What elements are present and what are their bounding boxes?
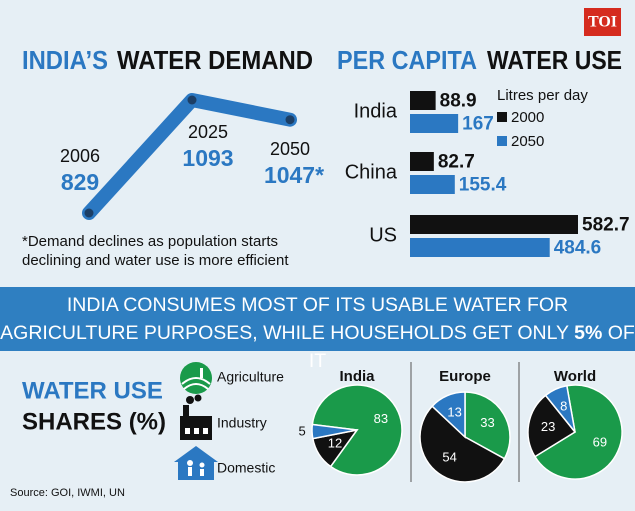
legend-swatch xyxy=(497,136,507,146)
legend-swatch xyxy=(497,112,507,122)
value-label: 1047* xyxy=(264,162,324,188)
pie-slice xyxy=(431,391,466,439)
line-title-a: INDIA’S xyxy=(22,45,108,75)
legend-label: Industry xyxy=(217,415,267,431)
year-label: 2050 xyxy=(270,139,310,159)
bar-value: 88.9 xyxy=(440,91,477,112)
pie-slice xyxy=(464,391,511,460)
bar xyxy=(410,175,455,194)
bar-value: 82.7 xyxy=(438,152,475,173)
point xyxy=(84,208,94,218)
slice-label: 13 xyxy=(447,404,461,419)
bar xyxy=(410,114,459,133)
slice-label: 33 xyxy=(480,415,494,430)
category-label: China xyxy=(345,161,398,183)
pie-title: Europe xyxy=(439,368,491,385)
slice-label: 23 xyxy=(541,419,555,434)
point xyxy=(187,95,197,105)
bar-value: 582.7 xyxy=(582,215,630,236)
banner-text: AGRICULTURE PURPOSES, WHILE HOUSEHOLDS G… xyxy=(0,322,569,344)
bar xyxy=(410,91,436,110)
pie-title: World xyxy=(554,368,596,385)
banner-text: INDIA CONSUMES MOST OF ITS USABLE WATER … xyxy=(66,294,569,316)
logo: TOI xyxy=(588,14,617,31)
footnote: *Demand declines as population starts de… xyxy=(22,233,289,269)
value-label: 829 xyxy=(61,169,99,195)
agriculture-icon xyxy=(180,362,212,394)
legend-label: 2000 xyxy=(511,109,544,126)
bar-value: 155.4 xyxy=(459,175,507,196)
line-title-b: WATER DEMAND xyxy=(117,45,313,75)
slice-label: 5 xyxy=(299,423,306,438)
industry-icon xyxy=(180,394,212,440)
slice-label: 54 xyxy=(442,450,456,465)
banner-text: OF IT xyxy=(308,322,635,372)
bar-title-a: PER CAPITA xyxy=(337,45,477,75)
logo-box xyxy=(584,8,621,36)
slice-label: 83 xyxy=(374,411,388,426)
bar xyxy=(410,215,578,234)
bar-value: 167 xyxy=(462,114,494,135)
pie-slice xyxy=(419,405,506,483)
pie-slice xyxy=(527,394,577,458)
pie-slice xyxy=(533,384,623,480)
year-label: 2006 xyxy=(60,146,100,166)
pie-title: India xyxy=(339,368,375,385)
pie-title-b: SHARES (%) xyxy=(22,408,166,435)
bar xyxy=(410,238,550,257)
slice-label: 8 xyxy=(560,399,567,414)
legend-label: Domestic xyxy=(217,460,275,476)
bar-value: 484.6 xyxy=(554,238,602,259)
legend-label: Agriculture xyxy=(217,369,284,385)
pie-slice xyxy=(311,423,358,440)
pie-slice xyxy=(544,384,576,433)
banner: INDIA CONSUMES MOST OF ITS USABLE WATER … xyxy=(0,287,635,372)
domestic-icon xyxy=(174,446,218,480)
legend-title: Litres per day xyxy=(497,87,588,104)
bar-title-b: WATER USE xyxy=(487,45,622,75)
source: Source: GOI, IWMI, UN xyxy=(10,487,125,499)
pie-title-a: WATER USE xyxy=(22,377,163,404)
point xyxy=(285,115,295,125)
bar xyxy=(410,152,434,171)
year-label: 2025 xyxy=(188,122,228,142)
legend-label: 2050 xyxy=(511,133,544,150)
category-label: India xyxy=(354,100,398,122)
slice-label: 12 xyxy=(328,435,342,450)
slice-label: 69 xyxy=(593,435,607,450)
value-label: 1093 xyxy=(182,145,233,171)
banner-highlight: 5% xyxy=(574,322,603,344)
category-label: US xyxy=(369,224,397,246)
